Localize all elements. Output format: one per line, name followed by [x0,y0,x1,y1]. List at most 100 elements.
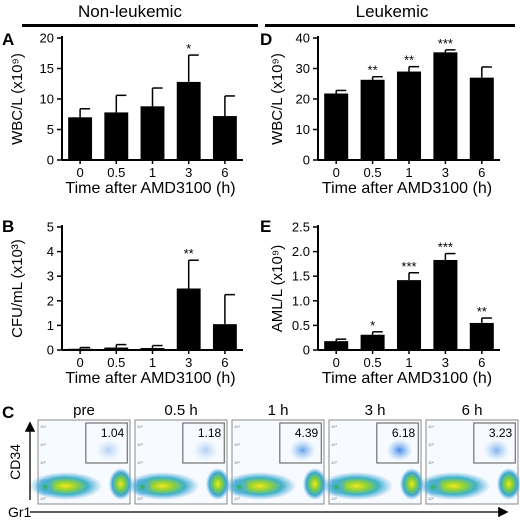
y-tick-label: 15 [40,61,54,76]
flow-population-low [229,478,250,496]
flow-population-low [132,478,153,496]
flow-population-gr1 [108,468,133,500]
flow-axis-tick-label: 10³ [234,442,240,447]
flow-gate [473,422,516,464]
flow-axis-tick-label: 10⁰ [137,496,143,501]
flow-axis-tick-label: 10³ [428,442,434,447]
flow-gated-population [289,439,316,462]
y-axis-label: WBC/L (x10⁹) [9,53,26,145]
bar [469,322,494,350]
x-tick-label: 3 [442,165,449,180]
y-tick-label: 0 [303,153,310,168]
panel-letter-d: D [260,30,272,49]
significance-label: *** [401,259,416,274]
flow-gated-population [386,439,413,462]
y-tick-label: 10 [296,122,310,137]
panel-letter-c: C [2,403,14,422]
flow-gate-value: 1.18 [198,426,222,440]
flow-axis-tick-label: 10⁴ [234,424,240,429]
panel-letter-a: A [2,30,14,49]
flow-axis-tick-label: 10⁴ [137,424,143,429]
flow-population-gr1 [205,468,230,500]
bar [212,324,237,350]
significance-label: ** [368,63,378,78]
bar [396,71,422,160]
y-axis-label: WBC/L (x10⁹) [269,53,286,145]
y-tick-label: 2.5 [292,220,310,235]
y-tick-label: 30 [296,61,310,76]
x-axis-label: Time after AMD3100 (h) [322,370,492,387]
significance-label: * [370,318,375,333]
x-tick-label: 0.5 [107,355,125,370]
y-tick-label: 1 [47,318,54,333]
flow-gate-value: 1.04 [101,426,125,440]
flow-gate [376,422,419,464]
x-axis-label: Time after AMD3100 (h) [322,180,492,197]
bar [324,341,349,350]
bar [360,79,385,160]
x-tick-label: 0.5 [364,165,382,180]
y-axis-label: CFU/mL (x10³) [9,239,26,338]
significance-label: ** [477,304,487,319]
flow-axis-tick-label: 10³ [331,442,337,447]
significance-label: ** [184,246,194,261]
flow-axis-tick-label: 10⁴ [331,424,337,429]
y-tick-label: 20 [296,92,310,107]
x-tick-label: 0.5 [107,165,125,180]
x-tick-label: 3 [442,355,449,370]
flow-gated-population [192,439,219,462]
y-axis-label: AML/L (x10⁹) [269,245,286,333]
bar [140,106,165,160]
panel-letter-e: E [260,217,271,236]
y-tick-label: 5 [47,220,54,235]
flow-axis-tick-label: 10⁰ [428,496,434,501]
flow-axis-tick-label: 10⁰ [234,496,240,501]
header-left-rule [22,24,258,27]
flow-axis-tick-label: 10⁴ [40,424,46,429]
flow-cytometry-row: pre10⁴10³10²10¹10⁰1.040.5 h10⁴10³10²10¹1… [7,402,520,520]
flow-plot-title: 6 h [462,402,483,419]
bar [104,112,129,160]
x-tick-label: 0.5 [364,355,382,370]
flow-axis-tick-label: 10³ [40,442,46,447]
flow-plot: 3 h10⁴10³10²10¹10⁰6.18 [319,402,424,505]
x-tick-label: 3 [185,355,192,370]
flow-plot: 0.5 h10⁴10³10²10¹10⁰1.18 [125,402,230,505]
header-leukemic: Leukemic [356,2,429,21]
y-tick-label: 10 [40,92,54,107]
x-tick-label: 0 [76,355,83,370]
flow-axis-tick-label: 10² [137,460,143,465]
y-tick-label: 0.5 [292,318,310,333]
bar [212,116,237,160]
bar [433,52,458,160]
flow-gate [182,422,225,464]
y-tick-label: 0 [47,343,54,358]
y-tick-label: 2.0 [292,244,310,259]
panel-letter-b: B [2,217,14,236]
y-tick-label: 2 [47,293,54,308]
y-tick-label: 1.5 [292,269,310,284]
x-tick-label: 6 [221,355,228,370]
y-tick-label: 40 [296,31,310,46]
bar [176,288,201,350]
x-tick-label: 6 [478,165,485,180]
flow-gate-value: 4.39 [295,426,319,440]
flow-axis-tick-label: 10² [40,460,46,465]
bar [433,259,458,350]
flow-gate [279,422,322,464]
cd34-axis-label: CD34 [7,444,23,480]
bar [396,280,422,350]
flow-plot: 1 h10⁴10³10²10¹10⁰4.39 [222,402,327,505]
flow-plot: 6 h10⁴10³10²10¹10⁰3.23 [416,402,520,505]
x-tick-label: 1 [149,165,156,180]
bar [68,117,93,160]
bar [469,77,494,160]
header-non-leukemic: Non-leukemic [78,2,182,21]
flow-gate-value: 6.18 [392,426,416,440]
flow-population-gr1 [399,468,424,500]
flow-plot-title: 0.5 h [164,402,197,419]
bar [324,93,349,160]
